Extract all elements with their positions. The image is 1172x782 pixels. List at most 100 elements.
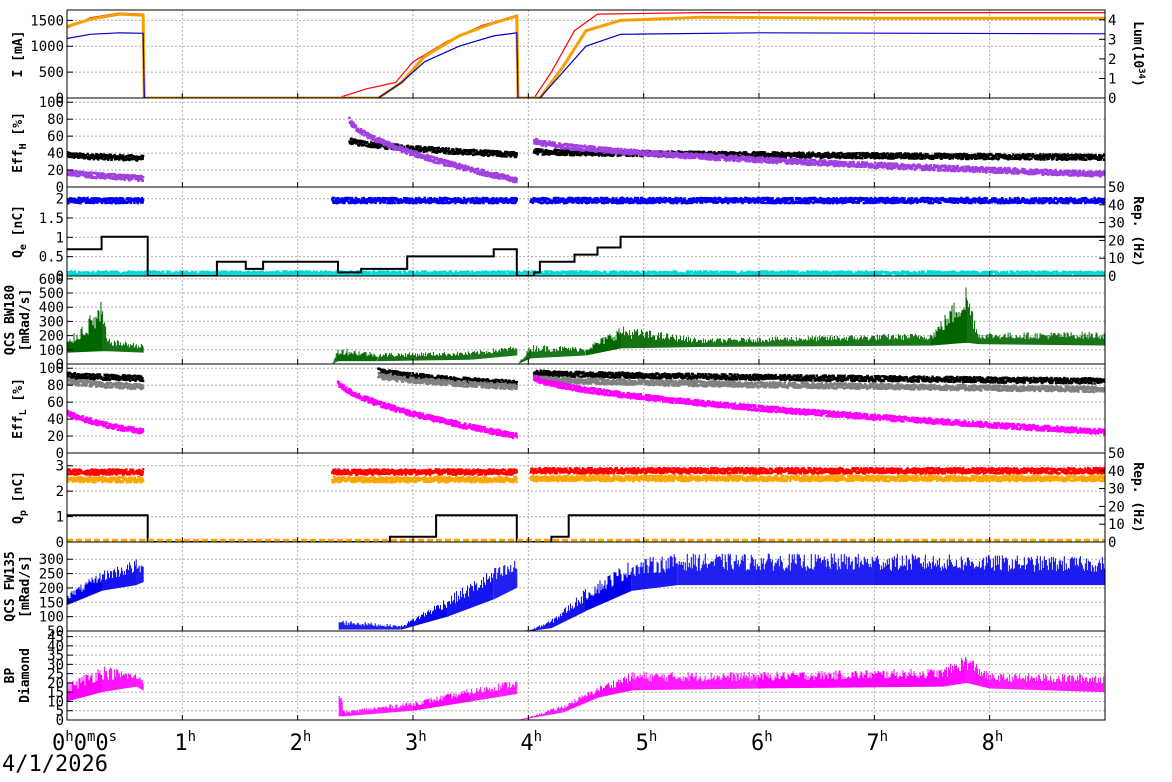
scatter-point xyxy=(459,148,462,151)
scatter-point xyxy=(535,150,539,153)
scatter-point xyxy=(959,166,963,170)
scatter-point xyxy=(893,156,897,159)
scatter-point xyxy=(754,160,758,164)
scatter-point xyxy=(127,175,131,179)
scatter-point xyxy=(733,151,737,155)
scatter-point xyxy=(1079,154,1083,157)
scatter-point xyxy=(760,161,763,164)
scatter-point xyxy=(394,143,397,146)
scatter-point xyxy=(581,145,585,148)
scatter-point xyxy=(88,157,92,161)
scatter-point xyxy=(506,174,510,177)
scatter-point xyxy=(942,154,946,158)
scatter-point xyxy=(762,152,766,155)
scatter-point xyxy=(139,176,142,179)
scatter-point xyxy=(462,148,466,152)
scatter-point xyxy=(883,156,886,159)
scatter-point xyxy=(1094,153,1097,157)
series-scatter xyxy=(67,196,1105,205)
scatter-point xyxy=(401,146,404,149)
scatter-point xyxy=(500,174,504,178)
scatter-point xyxy=(806,159,810,162)
scatter-point xyxy=(888,155,891,158)
scatter-point xyxy=(756,151,760,155)
scatter-point xyxy=(131,177,134,180)
scatter-point xyxy=(437,146,440,150)
scatter-point xyxy=(602,149,605,153)
scatter-point xyxy=(1022,156,1026,159)
scatter-point xyxy=(128,158,131,162)
scatter-point xyxy=(930,157,934,160)
scatter-point xyxy=(855,152,859,155)
scatter-point xyxy=(364,200,368,203)
scatter-point xyxy=(462,165,465,168)
scatter-point xyxy=(618,150,622,153)
scatter-point xyxy=(1062,153,1065,156)
scatter-point xyxy=(596,152,600,155)
scatter-point xyxy=(775,161,779,165)
scatter-point xyxy=(915,166,919,170)
y-tick-label: 60 xyxy=(47,129,64,145)
scatter-point xyxy=(865,156,869,159)
scatter-point xyxy=(842,161,845,164)
scatter-point xyxy=(970,155,973,158)
scatter-point xyxy=(967,168,970,172)
scatter-point xyxy=(688,150,691,153)
scatter-point xyxy=(990,153,993,156)
scatter-point xyxy=(101,176,104,180)
scatter-point xyxy=(1010,155,1014,158)
scatter-point xyxy=(415,147,419,150)
scatter-point xyxy=(1103,171,1105,174)
scatter-point xyxy=(985,169,989,172)
scatter-point xyxy=(411,153,414,156)
scatter-point xyxy=(556,148,560,152)
scatter-point xyxy=(461,150,464,153)
scatter-point xyxy=(561,145,565,148)
scatter-point xyxy=(629,148,633,151)
scatter-point xyxy=(357,127,360,130)
scatter-point xyxy=(1043,156,1047,159)
scatter-point xyxy=(364,144,368,147)
scatter-point xyxy=(660,155,663,158)
scatter-point xyxy=(541,148,544,151)
scatter-point xyxy=(643,151,647,154)
scatter-point xyxy=(892,152,895,156)
scatter-point xyxy=(91,197,94,200)
scatter-point xyxy=(843,163,847,166)
scatter-point xyxy=(495,154,499,157)
scatter-point xyxy=(876,165,880,169)
scatter-point xyxy=(994,155,997,159)
scatter-point xyxy=(937,167,940,170)
scatter-point xyxy=(398,146,402,150)
scatter-point xyxy=(845,152,848,156)
scatter-point xyxy=(1068,174,1071,177)
scatter-point xyxy=(438,162,441,165)
scatter-point xyxy=(884,165,888,168)
scatter-point xyxy=(95,157,98,160)
scatter-point xyxy=(400,148,403,152)
scatter-point xyxy=(997,170,1000,173)
scatter-point xyxy=(684,152,687,155)
scatter-point xyxy=(1073,174,1076,177)
scatter-point xyxy=(945,153,948,156)
scatter-point xyxy=(870,156,873,159)
scatter-point xyxy=(682,156,685,160)
scatter-point xyxy=(885,163,888,166)
scatter-point xyxy=(712,154,715,157)
scatter-point xyxy=(488,173,492,176)
scatter-point xyxy=(1052,157,1055,160)
scatter-point xyxy=(630,152,634,156)
scatter-point xyxy=(97,172,101,175)
scatter-point xyxy=(390,201,394,205)
scatter-point xyxy=(428,156,431,160)
scatter-point xyxy=(989,168,993,171)
scatter-point xyxy=(1089,170,1092,173)
scatter-point xyxy=(881,157,884,160)
scatter-point xyxy=(830,162,834,166)
scatter-point xyxy=(802,152,806,155)
scatter-point xyxy=(1043,158,1046,161)
scatter-point xyxy=(496,149,499,153)
scatter-point xyxy=(735,151,738,155)
scatter-point xyxy=(515,154,518,158)
